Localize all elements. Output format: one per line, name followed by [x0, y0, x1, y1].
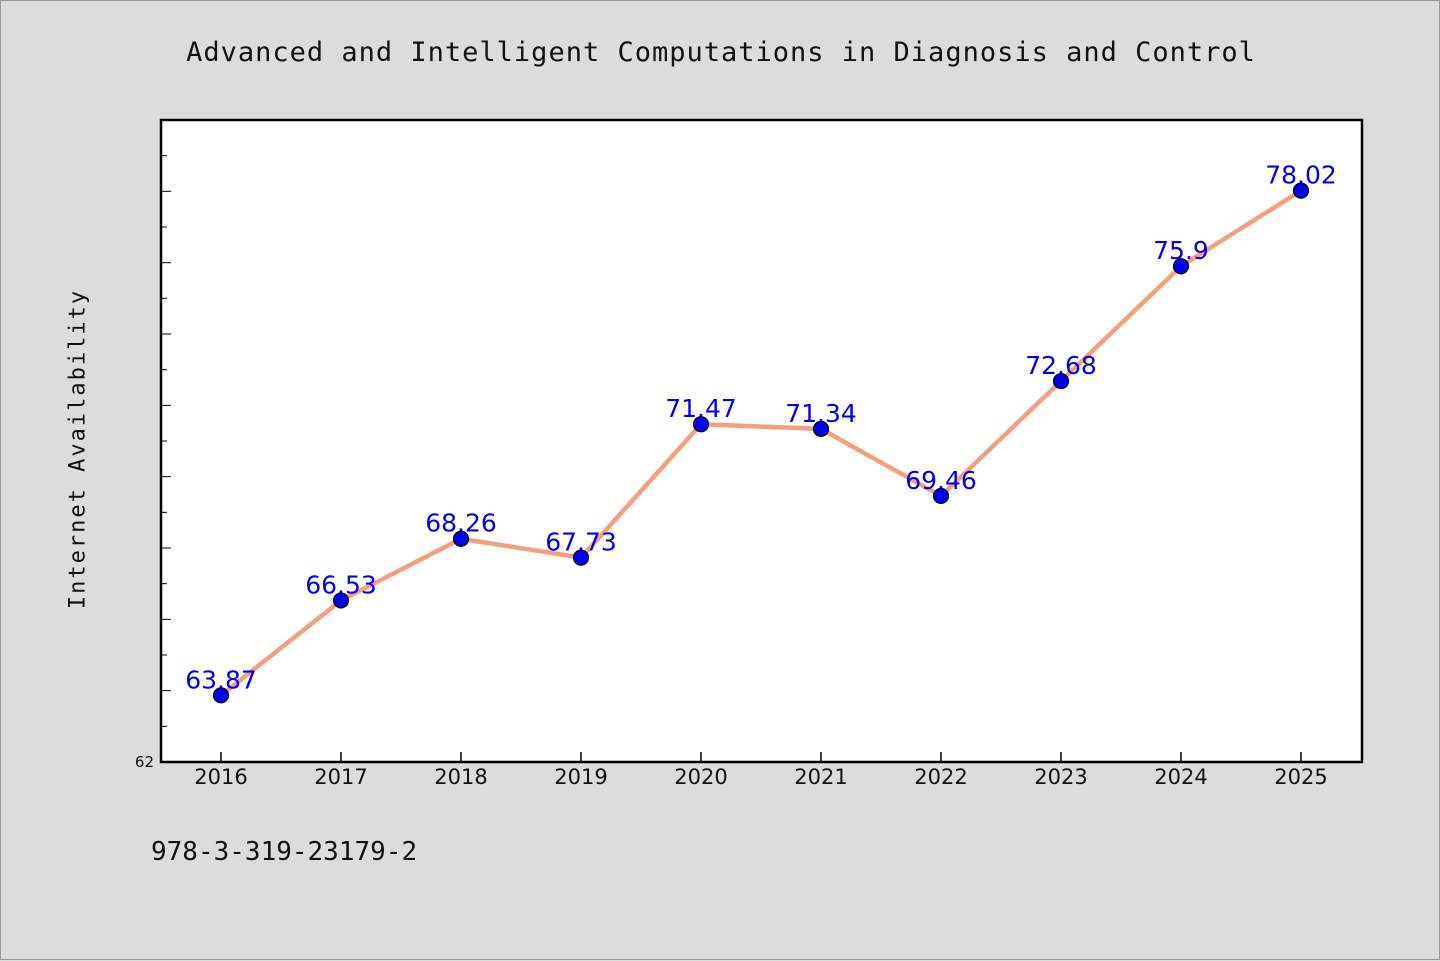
x-tick-label: 2023	[1034, 765, 1087, 789]
x-tick-label: 2018	[434, 765, 487, 789]
x-tick-label: 2024	[1154, 765, 1207, 789]
isbn-text: 978-3-319-23179-2	[151, 837, 418, 867]
chart-title: Advanced and Intelligent Computations in…	[186, 37, 1256, 68]
data-point	[1172, 258, 1190, 275]
plot-area	[159, 118, 1364, 764]
x-axis-ticks: 2016 2017 2018 2019 2020 2021 2022 2023 2024 2025	[194, 752, 1328, 789]
data-point	[692, 416, 710, 433]
x-tick-label: 2017	[314, 765, 367, 789]
data-point	[1292, 182, 1310, 199]
x-tick-label: 2025	[1274, 765, 1327, 789]
data-point	[332, 592, 350, 609]
x-tick-label: 2021	[794, 765, 847, 789]
data-point	[812, 420, 830, 437]
y-axis-ticks	[161, 155, 171, 727]
x-tick-label: 2020	[674, 765, 727, 789]
data-point	[1052, 372, 1070, 390]
series-line	[218, 188, 1304, 698]
x-tick-label: 2016	[194, 765, 247, 789]
data-point	[212, 687, 230, 704]
data-point	[452, 530, 470, 547]
x-tick-label: 2019	[554, 765, 607, 789]
data-point	[932, 487, 950, 505]
x-tick-label: 2022	[914, 765, 967, 789]
y-tick-label-min: 62	[135, 753, 154, 771]
series-markers	[212, 182, 1310, 704]
data-point	[572, 549, 590, 566]
